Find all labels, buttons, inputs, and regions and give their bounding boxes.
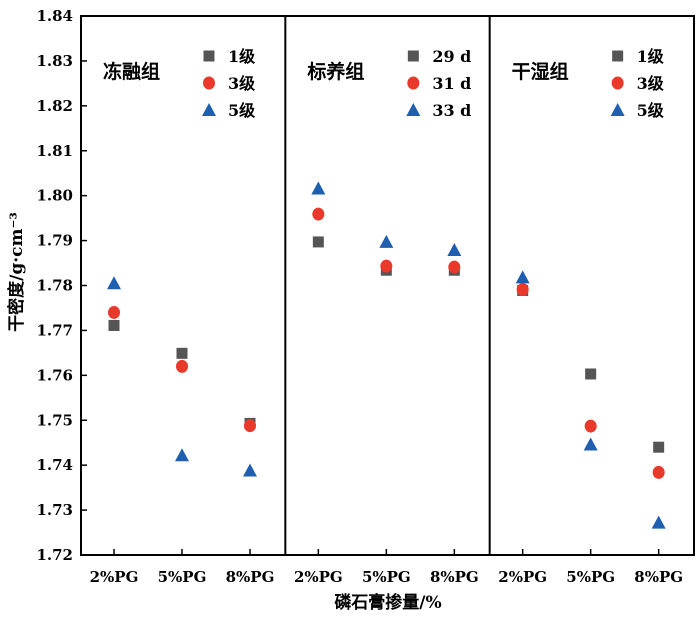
y-tick-label: 1.80: [36, 187, 73, 205]
legend-marker: [203, 76, 215, 90]
legend-label: 3级: [637, 74, 665, 93]
legend-label: 5级: [228, 101, 256, 120]
data-point: [653, 441, 665, 453]
plot-area: 1.72 1.73 1.74 1.75 1.76 1.77 1.78 1.79 1.80 1.81…: [36, 7, 695, 586]
x-tick-label: 8%PG: [634, 568, 683, 586]
x-tick-label: 2%PG: [90, 568, 139, 586]
data-point: [107, 276, 121, 290]
data-point: [516, 283, 529, 297]
x-tick-label: 2%PG: [294, 568, 343, 586]
data-point: [175, 448, 189, 462]
y-tick-label: 1.82: [36, 97, 73, 115]
data-point: [585, 368, 597, 380]
y-tick-label: 1.84: [36, 7, 73, 25]
x-tick-label: 8%PG: [226, 568, 275, 586]
legend-marker: [612, 50, 624, 62]
data-point: [176, 347, 188, 359]
data-point: [652, 465, 665, 479]
legend-label: 1级: [228, 47, 256, 66]
data-point: [312, 207, 325, 221]
legend-marker: [611, 76, 624, 90]
panel-title: 标养组: [307, 60, 364, 83]
x-tick-label: 5%PG: [566, 568, 615, 586]
data-point: [447, 243, 462, 257]
legend-marker: [406, 103, 421, 116]
y-tick-label: 1.74: [36, 456, 73, 474]
data-point: [311, 181, 326, 195]
data-point: [244, 419, 256, 433]
legend-marker: [610, 103, 625, 116]
legend-label: 31 d: [432, 74, 471, 93]
x-axis-title: 磷石膏掺量/%: [334, 592, 441, 613]
data-point: [312, 236, 324, 248]
data-point: [243, 463, 257, 477]
y-tick-label: 1.73: [36, 501, 73, 519]
panel-title: 冻融组: [103, 60, 160, 83]
data-point: [448, 260, 461, 274]
legend-label: 33 d: [432, 101, 471, 120]
data-point: [380, 259, 393, 273]
panel-title: 干湿组: [512, 60, 569, 83]
data-point: [176, 359, 188, 373]
y-tick-label: 1.76: [36, 366, 73, 384]
legend-marker: [202, 103, 216, 116]
legend-label: 1级: [637, 47, 665, 66]
legend-label: 29 d: [432, 47, 471, 66]
plot-frame: [80, 15, 695, 556]
y-tick-label: 1.77: [36, 321, 73, 339]
data-point: [108, 319, 120, 331]
legend-marker: [203, 50, 215, 62]
data-point: [379, 234, 394, 248]
y-tick-label: 1.79: [36, 232, 73, 250]
data-point: [583, 437, 598, 451]
y-tick-label: 1.72: [36, 546, 73, 564]
x-tick-label: 5%PG: [362, 568, 411, 586]
legend-marker: [407, 50, 419, 62]
x-tick-label: 2%PG: [498, 568, 547, 586]
y-tick-label: 1.75: [36, 411, 73, 429]
legend-label: 3级: [228, 74, 256, 93]
legend-label: 5级: [637, 101, 665, 120]
y-axis-title: 干密度/g·cm⁻³: [6, 212, 27, 332]
data-point: [584, 419, 597, 433]
data-point: [515, 270, 530, 284]
y-tick-label: 1.78: [36, 277, 73, 295]
legend-marker: [407, 76, 420, 90]
x-tick-label: 5%PG: [158, 568, 207, 586]
data-point: [108, 305, 120, 319]
y-tick-label: 1.83: [36, 52, 73, 70]
data-point: [651, 515, 666, 529]
y-tick-label: 1.81: [36, 142, 73, 160]
x-tick-label: 8%PG: [430, 568, 479, 586]
